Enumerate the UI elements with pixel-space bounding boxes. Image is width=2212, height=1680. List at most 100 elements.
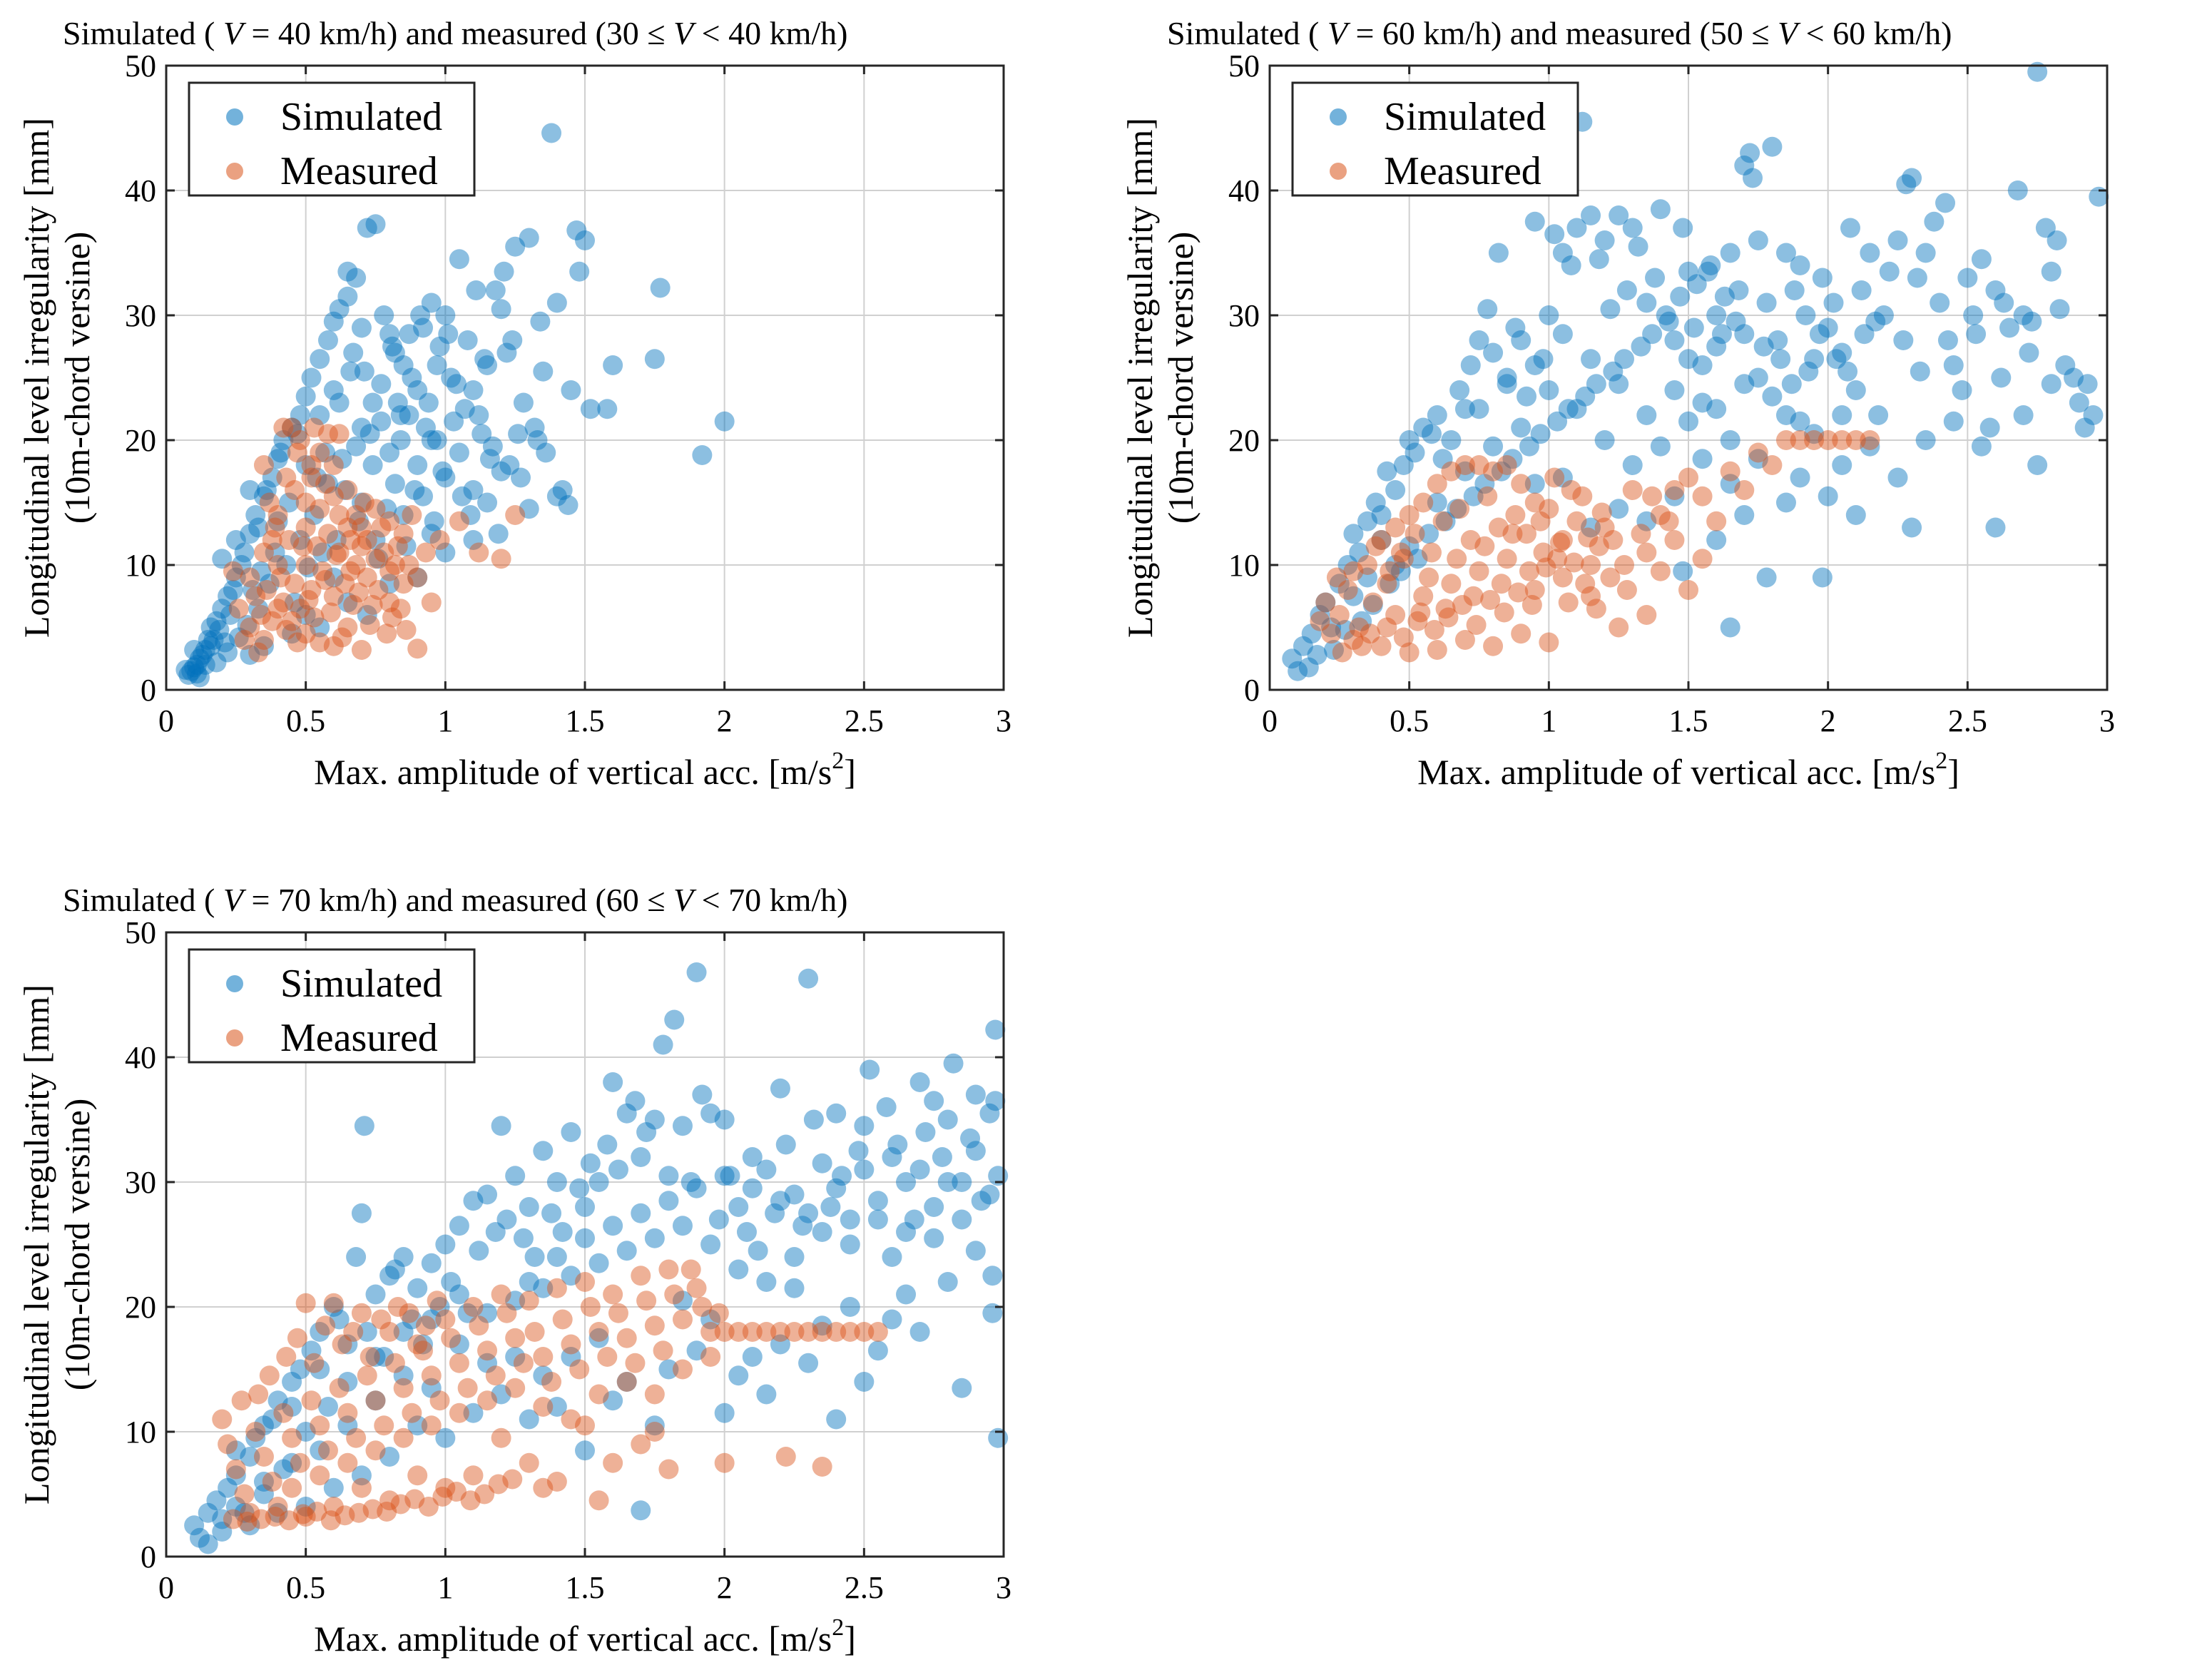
data-point-simulated <box>340 361 361 382</box>
data-point-measured <box>1463 586 1484 606</box>
data-point-simulated <box>270 442 291 463</box>
data-point-measured <box>1586 599 1606 619</box>
data-point-measured <box>603 1452 623 1473</box>
data-point-simulated <box>491 1116 511 1136</box>
data-point-measured <box>681 1259 701 1280</box>
data-point-simulated <box>2019 342 2039 363</box>
data-point-simulated <box>1832 455 1852 475</box>
y-axis-label-line1: Longitudinal level irregularity [mm] <box>16 118 56 638</box>
data-point-measured <box>351 1303 372 1323</box>
data-point-measured <box>603 1284 623 1305</box>
data-point-simulated <box>435 467 456 488</box>
data-point-simulated <box>195 655 215 675</box>
data-point-simulated <box>187 663 208 684</box>
data-point-measured <box>1832 430 1852 450</box>
data-point-measured <box>251 605 272 625</box>
data-point-simulated <box>365 1390 386 1411</box>
data-point-measured <box>449 1353 469 1373</box>
y-axis-label-line2: (10m-chord versine) <box>1161 232 1201 524</box>
data-point-simulated <box>1393 455 1414 475</box>
data-point-simulated <box>896 1222 917 1242</box>
data-point-simulated <box>1865 311 1886 332</box>
data-point-simulated <box>820 1197 841 1217</box>
data-point-measured <box>1622 480 1643 500</box>
data-point-simulated <box>1907 268 1927 288</box>
data-point-simulated <box>240 1515 260 1536</box>
data-point-simulated <box>714 1109 735 1130</box>
data-point-measured <box>608 1303 628 1323</box>
data-point-simulated <box>1539 380 1559 400</box>
data-point-simulated <box>566 220 587 240</box>
data-point-simulated <box>616 1372 637 1392</box>
x-tick-label: 2.5 <box>1948 703 1987 738</box>
data-point-simulated <box>1293 636 1313 656</box>
data-point-simulated <box>477 1303 498 1323</box>
data-point-measured <box>1658 511 1679 531</box>
data-point-measured <box>1360 623 1380 644</box>
data-point-simulated <box>2064 367 2084 388</box>
data-point-simulated <box>932 1147 952 1167</box>
data-point-measured <box>287 632 307 653</box>
data-point-simulated <box>686 962 707 982</box>
data-point-simulated <box>1734 156 1755 175</box>
data-point-measured <box>798 1322 819 1342</box>
data-point-simulated <box>720 1166 740 1186</box>
data-point-simulated <box>1994 292 2014 313</box>
data-point-simulated <box>672 1116 693 1136</box>
data-point-simulated <box>245 505 266 525</box>
data-point-simulated <box>1991 367 2012 388</box>
data-point-measured <box>826 1322 847 1342</box>
data-point-measured <box>742 1322 763 1342</box>
data-point-simulated <box>536 442 556 463</box>
data-point-measured <box>491 1427 511 1448</box>
data-point-simulated <box>1804 349 1825 370</box>
data-point-simulated <box>1845 380 1866 400</box>
data-point-simulated <box>1413 417 1434 438</box>
data-point-simulated <box>460 505 481 525</box>
data-point-simulated <box>742 1347 763 1367</box>
data-point-simulated <box>1999 317 2020 338</box>
data-point-simulated <box>357 605 377 625</box>
data-point-measured <box>686 1278 707 1298</box>
data-point-simulated <box>379 442 400 463</box>
data-point-simulated <box>491 1384 511 1405</box>
data-point-simulated <box>415 417 436 438</box>
data-point-simulated <box>1971 436 1992 457</box>
data-point-simulated <box>505 236 526 257</box>
data-point-simulated <box>1673 561 1693 581</box>
data-point-simulated <box>1686 274 1707 295</box>
data-point-simulated <box>1502 449 1523 469</box>
data-point-simulated <box>223 580 243 600</box>
data-point-simulated <box>1963 305 1984 325</box>
x-tick-label: 1.5 <box>1669 703 1708 738</box>
data-point-simulated <box>357 218 377 238</box>
data-point-simulated <box>519 228 539 248</box>
data-point-measured <box>1564 552 1584 573</box>
data-point-simulated <box>206 652 227 673</box>
data-point-simulated <box>756 1272 777 1292</box>
data-point-simulated <box>323 1477 344 1498</box>
data-point-simulated <box>2077 374 2098 394</box>
y-tick-label: 0 <box>141 673 156 708</box>
data-point-simulated <box>1930 292 1950 313</box>
data-point-simulated <box>200 617 221 638</box>
data-point-simulated <box>1469 330 1489 350</box>
data-point-simulated <box>1377 461 1397 482</box>
data-point-simulated <box>812 1315 832 1336</box>
data-point-simulated <box>393 1247 414 1267</box>
data-point-simulated <box>1636 511 1657 531</box>
data-point-measured <box>569 1359 590 1380</box>
data-point-measured <box>496 1303 517 1323</box>
data-point-simulated <box>937 1272 958 1292</box>
data-point-measured <box>1407 611 1428 631</box>
data-point-simulated <box>399 324 419 345</box>
data-point-simulated <box>1790 255 1810 275</box>
data-point-measured <box>346 505 367 525</box>
data-point-simulated <box>1594 430 1615 450</box>
data-point-measured <box>1558 592 1579 613</box>
data-point-simulated <box>1427 492 1447 513</box>
data-point-measured <box>658 1259 679 1280</box>
data-point-simulated <box>346 1247 367 1267</box>
data-point-simulated <box>357 1322 377 1342</box>
